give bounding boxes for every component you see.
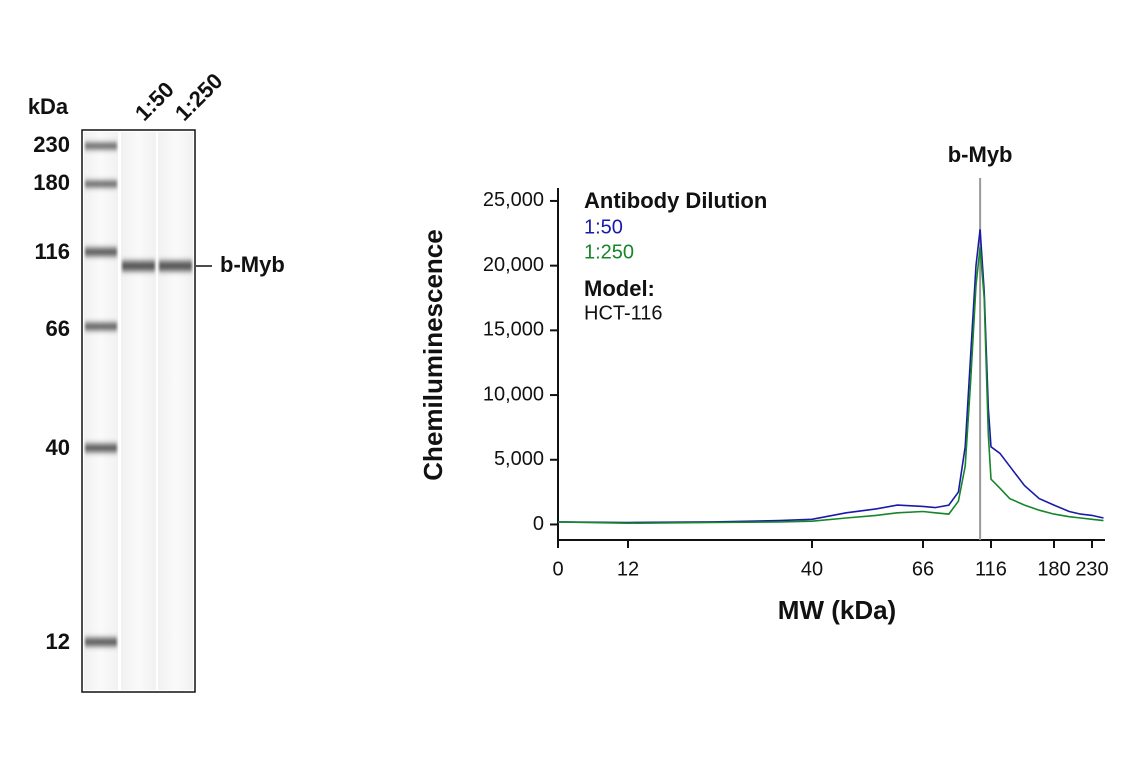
y-axis-title: Chemiluminescence	[418, 229, 448, 480]
peak-label: b-Myb	[948, 142, 1013, 167]
annotation: Model:	[584, 276, 655, 301]
series-line	[557, 229, 1104, 524]
band-label: b-Myb	[220, 252, 285, 277]
unit-label: kDa	[28, 94, 69, 119]
annotation: HCT-116	[584, 302, 663, 324]
sample-bands	[122, 261, 192, 271]
legend-entry: 1:250	[584, 241, 634, 263]
chart: Chemiluminescence MW (kDa) Antibody Dilu…	[418, 142, 1109, 625]
marker-lane	[84, 132, 118, 690]
marker-label: 116	[35, 239, 71, 264]
blot: b-Myb kDa 1:50 1:250 230 180 116 66 40 1…	[28, 68, 285, 693]
x-tick-label: 180	[1037, 558, 1070, 580]
x-tick-label: 12	[617, 558, 639, 580]
lane-label: 1:50	[130, 77, 179, 126]
marker-label: 230	[33, 132, 70, 157]
series-line	[557, 247, 1104, 525]
x-tick-label: 66	[912, 558, 934, 580]
marker-label: 66	[46, 316, 70, 341]
legend-entry: 1:50	[584, 216, 623, 238]
marker-label: 180	[33, 170, 70, 195]
lane-label: 1:250	[170, 68, 227, 125]
y-tick-label: 25,000	[483, 189, 544, 211]
x-tick-label: 0	[552, 558, 563, 580]
marker-bands	[85, 143, 117, 646]
legend-title: Antibody Dilution	[584, 188, 767, 213]
lane	[158, 132, 193, 690]
marker-label: 40	[46, 435, 70, 460]
lane	[121, 132, 156, 690]
x-tick-label: 116	[975, 558, 1007, 580]
y-tick-label: 0	[533, 513, 544, 535]
x-axis-title: MW (kDa)	[778, 595, 896, 625]
marker-label: 12	[46, 629, 70, 654]
x-tick-label: 40	[801, 558, 823, 580]
y-tick-label: 10,000	[483, 383, 544, 405]
y-tick-label: 20,000	[483, 254, 544, 276]
x-tick-label: 230	[1075, 558, 1108, 580]
y-tick-label: 5,000	[494, 448, 544, 470]
y-tick-label: 15,000	[483, 319, 544, 341]
